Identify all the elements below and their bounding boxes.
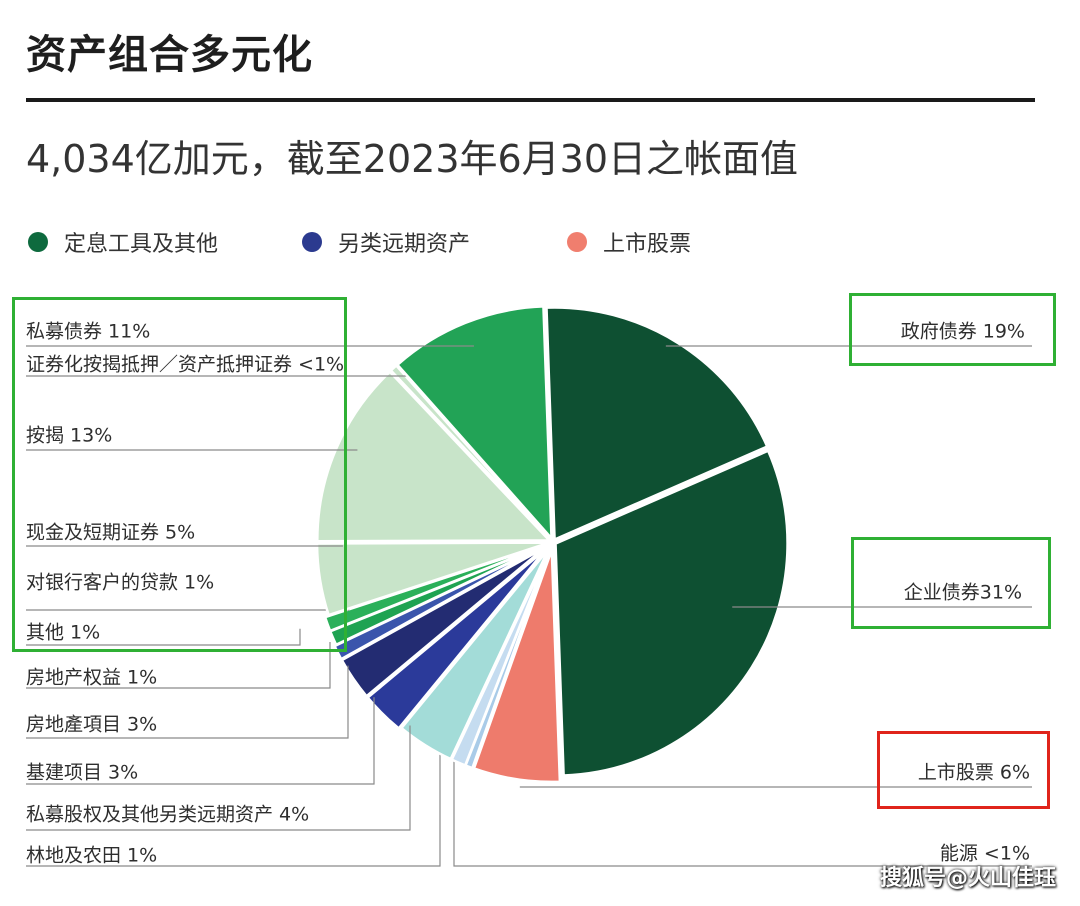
pie-slice-4 <box>450 548 552 767</box>
slice-label-14: 私募债券 11% <box>26 321 150 343</box>
slice-label-0: 政府债券 19% <box>901 321 1025 343</box>
pie-slice-12 <box>316 370 553 543</box>
slice-label-4: 林地及农田 1% <box>26 845 157 867</box>
slice-label-2: 上市股票 6% <box>918 762 1030 784</box>
highlight-box-government-bonds <box>849 293 1056 366</box>
leader-line-6 <box>26 697 375 785</box>
pie-slice-11 <box>315 541 550 617</box>
slice-label-12: 按揭 13% <box>26 425 112 447</box>
watermark: 搜狐号@火山佳珏 <box>879 866 1056 891</box>
pie-slice-8 <box>332 545 545 661</box>
highlight-box-public-equities <box>877 731 1050 809</box>
pie-slice-14 <box>395 305 553 542</box>
leader-line-8 <box>26 642 331 689</box>
slice-label-8: 房地产权益 1% <box>26 667 157 689</box>
leader-line-4 <box>26 741 441 867</box>
slice-label-7: 房地產項目 3% <box>26 714 157 736</box>
legend-swatch <box>28 232 48 252</box>
legend-label: 定息工具及其他 <box>64 232 219 257</box>
title-divider <box>26 98 1035 102</box>
pie-slice-0 <box>545 306 769 542</box>
slice-label-3: 能源 <1% <box>940 843 1030 865</box>
slice-label-1: 企业债券31% <box>904 582 1022 604</box>
leader-line-9 <box>26 628 301 646</box>
highlight-box-corporate-bonds <box>851 537 1051 629</box>
legend-swatch <box>302 232 322 252</box>
legend-swatch <box>567 232 587 252</box>
legend-label: 另类远期资产 <box>338 232 471 257</box>
pie-slice-5 <box>399 547 550 761</box>
page-subtitle: 4,034亿加元，截至2023年6月30日之帐面值 <box>26 137 799 181</box>
pie-slice-10 <box>323 543 546 633</box>
legend-item-fixed-income: 定息工具及其他 <box>28 226 218 258</box>
slice-label-11: 现金及短期证券 5% <box>26 522 195 544</box>
slice-label-9: 其他 1% <box>26 622 100 644</box>
pie-slice-13 <box>389 363 552 540</box>
legend-item-public-equities: 上市股票 <box>567 226 691 258</box>
pie-slice-2 <box>472 549 562 784</box>
pie-slice-1 <box>554 449 789 777</box>
legend-item-alternatives: 另类远期资产 <box>302 226 470 258</box>
slice-label-13: 证券化按揭抵押／资产抵押证券 <1% <box>26 354 344 376</box>
pie-slice-7 <box>340 546 546 698</box>
pie-slice-6 <box>365 548 547 731</box>
highlight-box-fixed-income-left <box>12 297 347 652</box>
slice-label-6: 基建项目 3% <box>26 762 138 784</box>
leader-line-7 <box>26 665 349 739</box>
legend-label: 上市股票 <box>603 232 692 257</box>
page-title: 资产组合多元化 <box>26 32 313 78</box>
slice-label-10: 对银行客户的贷款 1% <box>26 572 214 594</box>
leader-line-5 <box>26 725 411 831</box>
leader-line-3 <box>453 745 1032 867</box>
slice-label-5: 私募股权及其他另类远期资产 4% <box>26 804 309 826</box>
